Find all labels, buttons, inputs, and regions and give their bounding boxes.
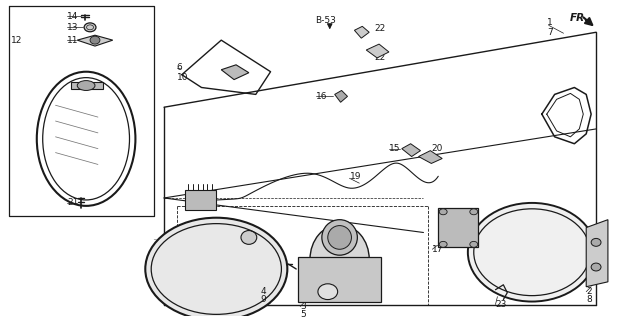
Ellipse shape	[591, 263, 601, 271]
Text: 8: 8	[586, 295, 592, 304]
Text: 17: 17	[432, 245, 444, 254]
Ellipse shape	[468, 203, 596, 301]
Ellipse shape	[322, 220, 358, 255]
Polygon shape	[438, 208, 478, 247]
Text: 16: 16	[316, 92, 328, 101]
Polygon shape	[366, 44, 389, 58]
Text: 1: 1	[547, 18, 553, 27]
Ellipse shape	[439, 209, 447, 215]
Ellipse shape	[90, 36, 100, 44]
Text: B-53: B-53	[315, 16, 336, 25]
Polygon shape	[354, 26, 369, 38]
Text: 3: 3	[300, 302, 306, 311]
Ellipse shape	[77, 81, 95, 91]
Polygon shape	[71, 82, 103, 90]
Text: 18: 18	[235, 238, 247, 247]
Ellipse shape	[439, 241, 447, 247]
Text: 15: 15	[389, 144, 401, 153]
Text: 6: 6	[177, 63, 183, 72]
Ellipse shape	[84, 23, 96, 32]
Text: 12: 12	[11, 36, 22, 45]
Polygon shape	[335, 91, 348, 102]
Text: FR.: FR.	[569, 13, 589, 23]
Polygon shape	[586, 220, 608, 287]
Text: 9: 9	[260, 295, 267, 304]
Polygon shape	[185, 190, 216, 210]
Ellipse shape	[310, 225, 369, 294]
Text: 14: 14	[67, 12, 78, 21]
Text: 2: 2	[586, 287, 592, 296]
Ellipse shape	[591, 238, 601, 246]
Polygon shape	[298, 257, 381, 301]
Ellipse shape	[318, 284, 338, 300]
Text: 19: 19	[350, 172, 361, 181]
Ellipse shape	[470, 209, 478, 215]
Text: 4: 4	[260, 287, 266, 296]
Ellipse shape	[328, 226, 351, 249]
Text: 13: 13	[67, 23, 79, 32]
Ellipse shape	[470, 241, 478, 247]
Text: 22: 22	[374, 24, 386, 33]
Text: 7: 7	[547, 28, 553, 37]
Text: 11: 11	[67, 36, 79, 45]
Ellipse shape	[145, 218, 287, 320]
Text: 5: 5	[300, 310, 306, 319]
Text: 21: 21	[67, 198, 78, 207]
Polygon shape	[77, 35, 113, 46]
Polygon shape	[402, 144, 421, 156]
Text: 10: 10	[177, 73, 188, 82]
Polygon shape	[419, 151, 442, 164]
Text: 23: 23	[495, 300, 507, 309]
Text: 24: 24	[277, 258, 288, 267]
Polygon shape	[221, 65, 249, 80]
Text: 22: 22	[374, 53, 386, 62]
Text: 20: 20	[431, 144, 443, 153]
Ellipse shape	[241, 230, 257, 244]
